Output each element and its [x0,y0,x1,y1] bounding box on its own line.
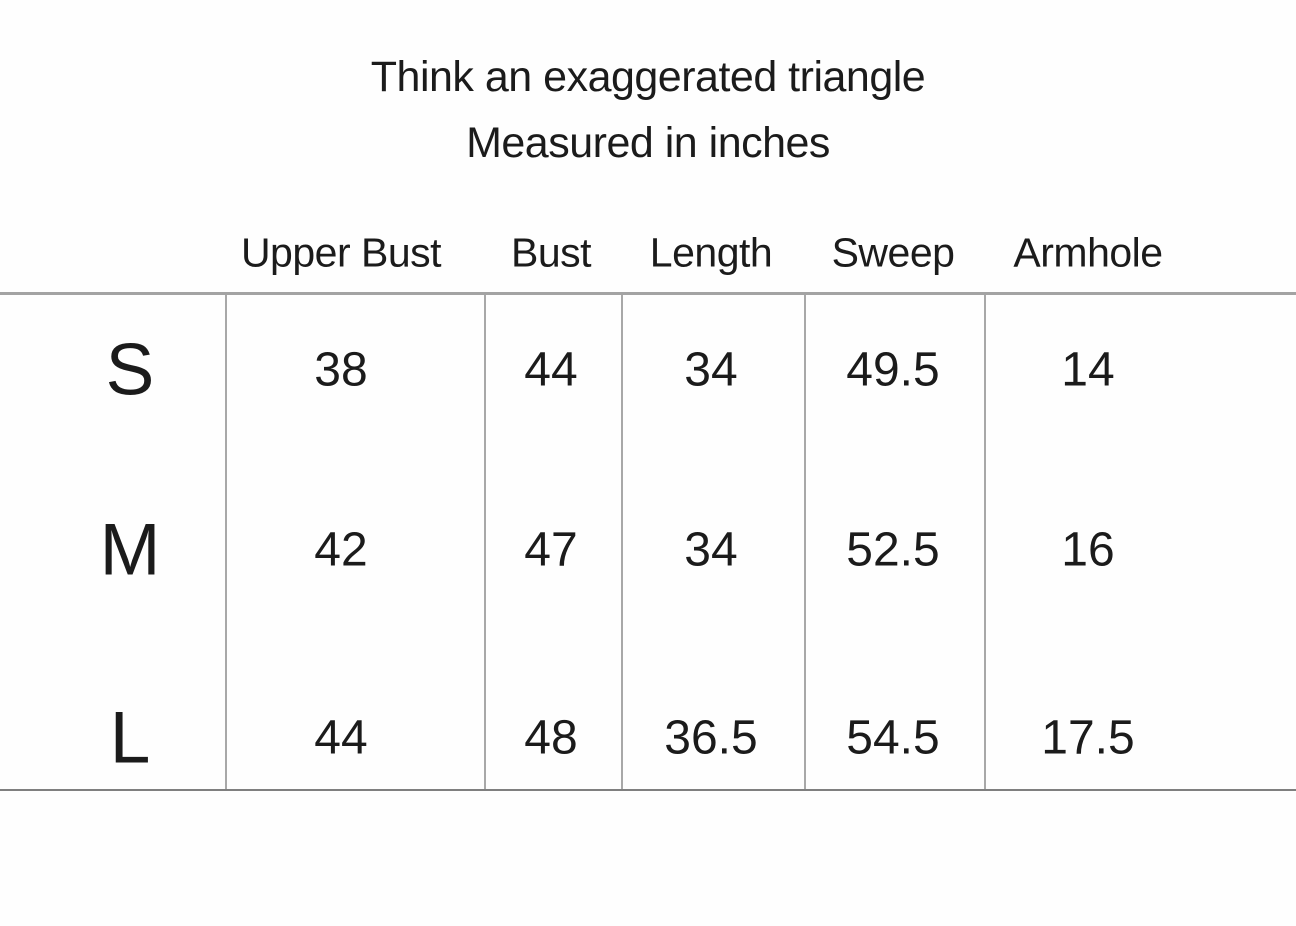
column-divider-2 [484,295,486,789]
cell-l-bust: 48 [524,711,578,765]
cell-s-sweep: 49.5 [846,343,940,397]
column-header-armhole: Armhole [1013,229,1163,276]
column-header-sweep: Sweep [831,229,955,276]
column-header-length: Length [649,229,773,276]
column-divider-4 [804,295,806,789]
column-divider-1 [225,295,227,789]
row-label-s: S [105,329,155,411]
cell-l-armhole: 17.5 [1041,711,1135,765]
row-label-l: L [109,697,151,779]
cell-l-upper-bust: 44 [314,711,368,765]
cell-l-length: 36.5 [664,711,758,765]
header-divider-line [0,292,1296,295]
cell-l-sweep: 54.5 [846,711,940,765]
chart-title-block: Think an exaggerated triangle Measured i… [0,44,1296,176]
column-divider-5 [984,295,986,789]
column-header-upper-bust: Upper Bust [240,229,442,276]
chart-title: Think an exaggerated triangle [370,53,926,101]
cell-s-bust: 44 [524,343,578,397]
cell-s-upper-bust: 38 [314,343,368,397]
column-divider-3 [621,295,623,789]
cell-m-armhole: 16 [1061,523,1115,577]
chart-subtitle: Measured in inches [466,119,830,167]
cell-m-sweep: 52.5 [846,523,940,577]
cell-s-length: 34 [684,343,738,397]
cell-m-upper-bust: 42 [314,523,368,577]
cell-m-bust: 47 [524,523,578,577]
cell-s-armhole: 14 [1061,343,1115,397]
row-label-m: M [99,509,161,591]
table-bottom-line [0,789,1296,791]
column-header-bust: Bust [510,229,592,276]
cell-m-length: 34 [684,523,738,577]
